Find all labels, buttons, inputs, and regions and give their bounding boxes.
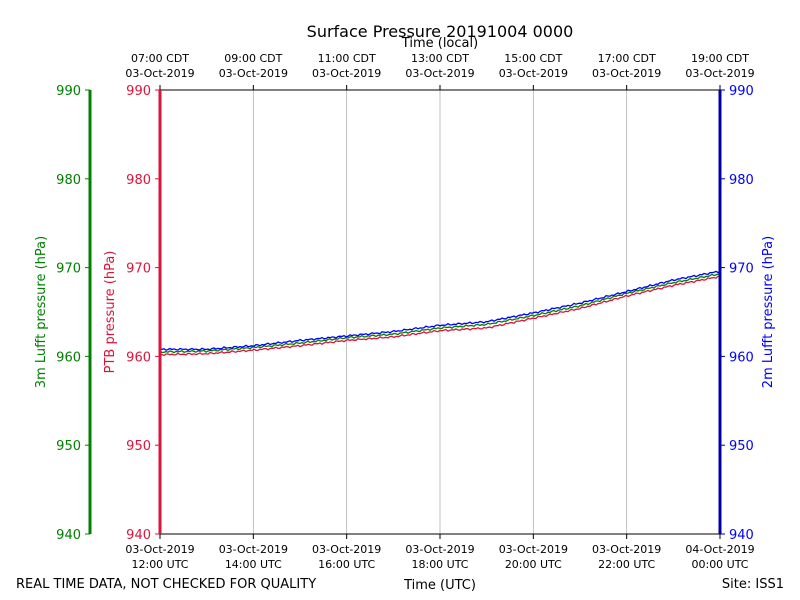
top-tick-date: 03-Oct-2019 [499, 67, 568, 80]
bottom-tick-time: 14:00 UTC [225, 558, 282, 571]
top-tick-time: 11:00 CDT [318, 52, 376, 65]
lufft3m-tick-label: 990 [56, 84, 81, 99]
bottom-tick-date: 03-Oct-2019 [312, 543, 381, 556]
series-line-lufft3m [159, 273, 721, 354]
lufft3m-tick-label: 980 [56, 173, 81, 188]
ptb-tick-label: 970 [126, 262, 151, 277]
top-tick-time: 15:00 CDT [504, 52, 562, 65]
x-axis-label: Time (UTC) [403, 578, 476, 593]
ptb-tick-label: 940 [126, 528, 151, 543]
ptb-tick-label: 960 [126, 350, 151, 365]
top-tick-time: 17:00 CDT [598, 52, 656, 65]
lufft2m-tick-label: 940 [729, 528, 754, 543]
bottom-tick-date: 03-Oct-2019 [405, 543, 474, 556]
bottom-tick-time: 22:00 UTC [598, 558, 655, 571]
lufft3m-axis-label: 3m Lufft pressure (hPa) [34, 236, 49, 388]
bottom-tick-date: 03-Oct-2019 [125, 543, 194, 556]
site-label: Site: ISS1 [722, 577, 784, 592]
top-tick-time: 19:00 CDT [691, 52, 749, 65]
top-tick-date: 03-Oct-2019 [405, 67, 474, 80]
y-axes-ticks: 940 950 960 970 980 990 940 950 960 970 980 990 940 9… [56, 84, 754, 543]
bottom-tick-date: 04-Oct-2019 [685, 543, 754, 556]
lufft2m-tick-label: 990 [729, 84, 754, 99]
grid-lines [252, 90, 628, 534]
lufft2m-tick-label: 970 [729, 262, 754, 277]
bottom-tick-time: 20:00 UTC [505, 558, 562, 571]
lufft3m-tick-label: 950 [56, 439, 81, 454]
bottom-tick-time: 00:00 UTC [691, 558, 748, 571]
chart-title: Surface Pressure 20191004 0000 [307, 22, 574, 41]
lufft3m-tick-label: 940 [56, 528, 81, 543]
lufft2m-tick-label: 950 [729, 439, 754, 454]
series-line-ptb [159, 275, 721, 357]
ptb-tick-label: 950 [126, 439, 151, 454]
lufft2m-tick-label: 960 [729, 350, 754, 365]
quality-disclaimer: REAL TIME DATA, NOT CHECKED FOR QUALITY [16, 577, 316, 592]
ptb-tick-label: 980 [126, 173, 151, 188]
lufft2m-tick-label: 980 [729, 173, 754, 188]
top-tick-date: 03-Oct-2019 [685, 67, 754, 80]
top-tick-date: 03-Oct-2019 [592, 67, 661, 80]
x-axes-ticks: 03-Oct-2019 12:00 UTC 03-Oct-2019 14:00 UTC… [125, 52, 754, 571]
top-tick-date: 03-Oct-2019 [219, 67, 288, 80]
bottom-tick-time: 18:00 UTC [411, 558, 468, 571]
top-tick-date: 03-Oct-2019 [125, 67, 194, 80]
bottom-tick-date: 03-Oct-2019 [219, 543, 288, 556]
bottom-tick-date: 03-Oct-2019 [499, 543, 568, 556]
lufft2m-axis-label: 2m Lufft pressure (hPa) [761, 236, 776, 388]
bottom-tick-date: 03-Oct-2019 [592, 543, 661, 556]
lufft3m-tick-label: 960 [56, 350, 81, 365]
ptb-tick-label: 990 [126, 84, 151, 99]
series-line-lufft2m [159, 270, 721, 351]
top-tick-date: 03-Oct-2019 [312, 67, 381, 80]
top-tick-time: 09:00 CDT [224, 52, 282, 65]
data-series [159, 270, 721, 357]
top-tick-time: 13:00 CDT [411, 52, 469, 65]
bottom-tick-time: 12:00 UTC [131, 558, 188, 571]
top-axis-title: Time (local) [401, 36, 478, 51]
bottom-tick-time: 16:00 UTC [318, 558, 375, 571]
lufft3m-tick-label: 970 [56, 262, 81, 277]
ptb-axis-label: PTB pressure (hPa) [103, 251, 118, 374]
top-tick-time: 07:00 CDT [131, 52, 189, 65]
